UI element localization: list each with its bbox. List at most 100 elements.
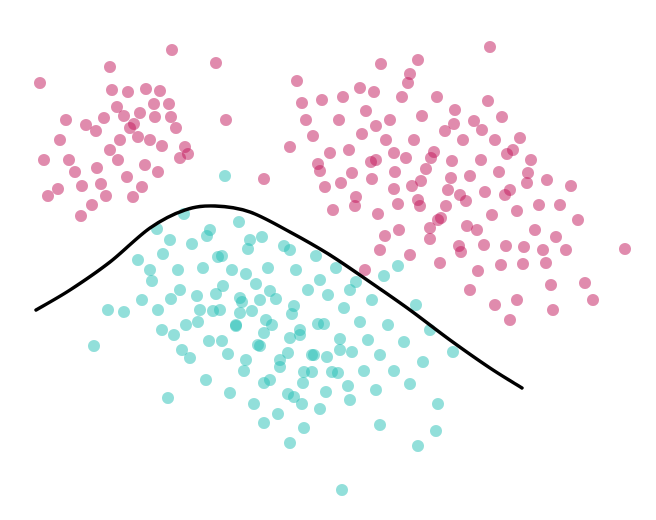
data-point <box>464 284 476 296</box>
data-point <box>34 77 46 89</box>
data-point <box>90 125 102 137</box>
data-point <box>114 134 126 146</box>
data-point <box>489 299 501 311</box>
data-point <box>461 220 473 232</box>
data-point <box>182 148 194 160</box>
data-point <box>63 154 75 166</box>
data-point <box>136 294 148 306</box>
data-point <box>200 374 212 386</box>
data-point <box>296 97 308 109</box>
data-point <box>400 152 412 164</box>
data-point <box>349 200 361 212</box>
data-point <box>154 85 166 97</box>
data-point <box>424 233 436 245</box>
data-point <box>324 147 336 159</box>
data-point <box>314 403 326 415</box>
data-point <box>442 184 454 196</box>
data-point <box>370 120 382 132</box>
data-point <box>234 307 246 319</box>
data-point <box>356 128 368 140</box>
data-point <box>302 284 314 296</box>
data-point <box>127 191 139 203</box>
series-1 <box>88 170 459 496</box>
data-point <box>374 419 386 431</box>
data-point <box>139 159 151 171</box>
data-point <box>132 254 144 266</box>
data-point <box>294 324 306 336</box>
data-point <box>144 134 156 146</box>
data-point <box>368 86 380 98</box>
data-point <box>210 288 222 300</box>
data-point <box>152 166 164 178</box>
data-point <box>264 374 276 386</box>
data-point <box>314 165 326 177</box>
data-point <box>334 344 346 356</box>
data-point <box>216 250 228 262</box>
data-point <box>412 54 424 66</box>
data-point <box>416 110 428 122</box>
data-point <box>336 484 348 496</box>
data-point <box>471 224 483 236</box>
data-point <box>517 258 529 270</box>
data-point <box>432 214 444 226</box>
data-point <box>432 398 444 410</box>
data-point <box>476 124 488 136</box>
data-point <box>389 166 401 178</box>
data-point <box>499 189 511 201</box>
data-point <box>111 101 123 113</box>
data-point <box>511 205 523 217</box>
data-point <box>366 294 378 306</box>
data-point <box>290 264 302 276</box>
data-point <box>297 377 309 389</box>
data-point <box>166 44 178 56</box>
data-point <box>366 173 378 185</box>
data-point <box>106 84 118 96</box>
data-point <box>327 204 339 216</box>
data-point <box>100 190 112 202</box>
data-point <box>408 134 420 146</box>
data-point <box>156 140 168 152</box>
data-point <box>176 344 188 356</box>
data-point <box>404 378 416 390</box>
data-point <box>434 257 446 269</box>
data-point <box>430 425 442 437</box>
data-point <box>246 305 258 317</box>
series-layer <box>34 41 631 496</box>
data-point <box>514 132 526 144</box>
data-point <box>415 175 427 187</box>
data-point <box>495 259 507 271</box>
data-point <box>152 304 164 316</box>
data-point <box>541 174 553 186</box>
data-point <box>493 166 505 178</box>
data-point <box>320 386 332 398</box>
data-point <box>172 264 184 276</box>
data-point <box>346 167 358 179</box>
data-point <box>504 314 516 326</box>
data-point <box>288 300 300 312</box>
data-point <box>104 61 116 73</box>
data-point <box>370 384 382 396</box>
data-point <box>296 398 308 410</box>
data-point <box>314 274 326 286</box>
data-point <box>560 244 572 256</box>
data-point <box>134 107 146 119</box>
data-point <box>264 285 276 297</box>
data-point <box>455 246 467 258</box>
data-point <box>346 346 358 358</box>
data-point <box>165 293 177 305</box>
data-point <box>457 134 469 146</box>
data-point <box>525 154 537 166</box>
data-point <box>319 181 331 193</box>
data-point <box>486 209 498 221</box>
data-point <box>168 329 180 341</box>
data-point <box>210 57 222 69</box>
data-point <box>439 125 451 137</box>
data-point <box>254 294 266 306</box>
data-point <box>284 244 296 256</box>
data-point <box>262 262 274 274</box>
data-point <box>180 319 192 331</box>
data-point <box>447 346 459 358</box>
data-point <box>412 440 424 452</box>
data-point <box>406 180 418 192</box>
